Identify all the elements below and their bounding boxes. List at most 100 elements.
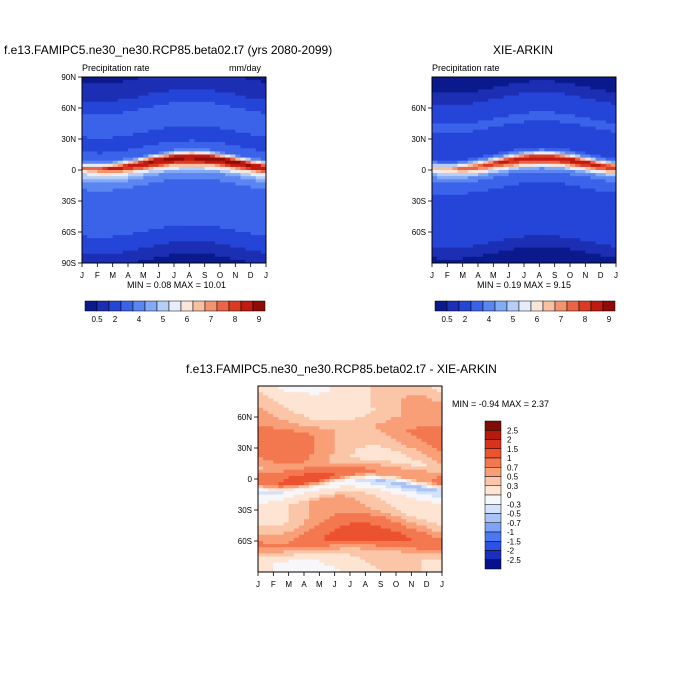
heatmap-cell [442, 120, 448, 124]
heatmap-cell [452, 247, 458, 251]
heatmap-cell [478, 117, 484, 121]
heatmap-cell [585, 228, 591, 233]
heatmap-cell [112, 92, 119, 96]
heatmap-cell [575, 77, 581, 81]
heatmap-cell [138, 95, 144, 100]
heatmap-cell [559, 132, 566, 137]
heatmap-cell [268, 401, 274, 405]
heatmap-cell [432, 182, 438, 186]
heatmap-cell [122, 95, 129, 100]
heatmap-cell [432, 201, 438, 205]
heatmap-cell [319, 423, 325, 427]
heatmap-cell [595, 250, 602, 255]
heatmap-cell [544, 194, 550, 199]
heatmap-cell [230, 191, 236, 196]
heatmap-cell [122, 98, 129, 103]
heatmap-cell [350, 407, 356, 412]
heatmap-cell [431, 417, 438, 421]
heatmap-cell [174, 145, 180, 149]
colorbar-swatch [458, 300, 472, 312]
heatmap-cell [564, 219, 571, 224]
heatmap-cell [437, 228, 443, 233]
heatmap-cell [258, 395, 264, 399]
heatmap-cell [230, 129, 236, 134]
heatmap-cell [442, 247, 448, 251]
heatmap-cell [493, 157, 499, 162]
heatmap-cell [564, 129, 571, 134]
heatmap-cell [493, 219, 499, 224]
heatmap-cell [544, 117, 550, 121]
heatmap-cell [385, 398, 392, 402]
heatmap-cell [255, 204, 262, 208]
heatmap-cell [148, 157, 154, 162]
heatmap-cell [580, 101, 586, 106]
heatmap-cell [508, 250, 515, 255]
heatmap-cell [493, 129, 499, 134]
heatmap-cell [595, 170, 602, 174]
heatmap-cell [92, 154, 98, 158]
heatmap-cell [199, 163, 206, 168]
heatmap-cell [457, 166, 464, 171]
heatmap-cell [488, 185, 494, 189]
heatmap-cell [442, 104, 448, 109]
heatmap-cell [112, 132, 119, 137]
heatmap-cell [457, 191, 464, 196]
heatmap-cell [179, 250, 185, 255]
heatmap-cell [220, 92, 226, 96]
heatmap-cell [610, 123, 617, 127]
heatmap-cell [82, 247, 88, 251]
heatmap-cell [128, 194, 134, 199]
heatmap-cell [544, 185, 550, 189]
heatmap-cell [610, 92, 617, 96]
heatmap-cell [92, 185, 98, 189]
heatmap-cell [112, 213, 119, 217]
heatmap-cell [168, 185, 175, 189]
heatmap-cell [513, 170, 520, 174]
heatmap-cell [513, 160, 520, 165]
heatmap-cell [82, 188, 88, 193]
heatmap-cell [204, 232, 211, 236]
heatmap-cell [344, 401, 351, 405]
heatmap-cell [260, 92, 267, 96]
heatmap-cell [107, 188, 114, 193]
heatmap-cell [97, 86, 103, 90]
heatmap-cell [82, 216, 88, 220]
heatmap-cell [143, 182, 149, 186]
heatmap-cell [97, 244, 103, 248]
heatmap-cell [258, 432, 264, 436]
heatmap-cell [483, 166, 489, 171]
heatmap-cell [406, 392, 412, 396]
heatmap-cell [447, 235, 453, 239]
heatmap-cell [163, 197, 170, 202]
heatmap-cell [235, 244, 241, 248]
heatmap-cell [426, 429, 433, 433]
heatmap-cell [112, 228, 119, 233]
heatmap-cell [437, 235, 443, 239]
heatmap-cell [133, 213, 139, 217]
x-tick-label: J [172, 271, 176, 280]
heatmap-cell [250, 228, 257, 233]
heatmap-cell [97, 188, 103, 193]
heatmap-cell [452, 151, 458, 155]
heatmap-cell [225, 135, 231, 140]
heatmap-cell [107, 247, 114, 251]
heatmap-cell [585, 151, 591, 155]
heatmap-cell [240, 185, 246, 189]
heatmap-cell [600, 191, 607, 196]
heatmap-cell [143, 204, 149, 208]
heatmap-cell [158, 191, 165, 196]
heatmap-cell [549, 225, 556, 230]
heatmap-cell [355, 401, 361, 405]
heatmap-cell [235, 108, 241, 112]
heatmap-cell [605, 160, 612, 165]
heatmap-cell [179, 247, 185, 251]
heatmap-cell [559, 142, 566, 146]
heatmap-cell [245, 194, 252, 199]
heatmap-cell [564, 250, 571, 255]
heatmap-cell [462, 179, 469, 183]
heatmap-cell [524, 232, 530, 236]
heatmap-cell [467, 216, 474, 220]
heatmap-cell [447, 166, 453, 171]
heatmap-cell [570, 201, 576, 205]
